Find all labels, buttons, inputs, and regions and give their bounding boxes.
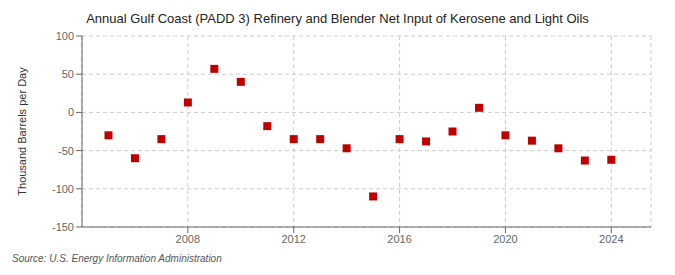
svg-text:-50: -50	[58, 145, 74, 157]
svg-text:-100: -100	[52, 183, 74, 195]
html-text:Source: U.S. Energy Informatio: Source: U.S. Energy Information Administ…	[12, 253, 222, 264]
svg-text:0: 0	[68, 106, 74, 118]
svg-text:2008: 2008	[176, 233, 200, 245]
svg-text:-150: -150	[52, 221, 74, 233]
html-text:Annual Gulf Coast (PADD 3) Ref: Annual Gulf Coast (PADD 3) Refinery and …	[86, 11, 589, 26]
svg-text:100: 100	[56, 30, 74, 42]
svg-text:Thousand Barrels per Day: Thousand Barrels per Day	[16, 67, 28, 196]
svg-text:2024: 2024	[599, 233, 623, 245]
svg-text:2016: 2016	[387, 233, 411, 245]
svg-text:2012: 2012	[281, 233, 305, 245]
svg-text:50: 50	[62, 68, 74, 80]
svg-text:2020: 2020	[493, 233, 517, 245]
